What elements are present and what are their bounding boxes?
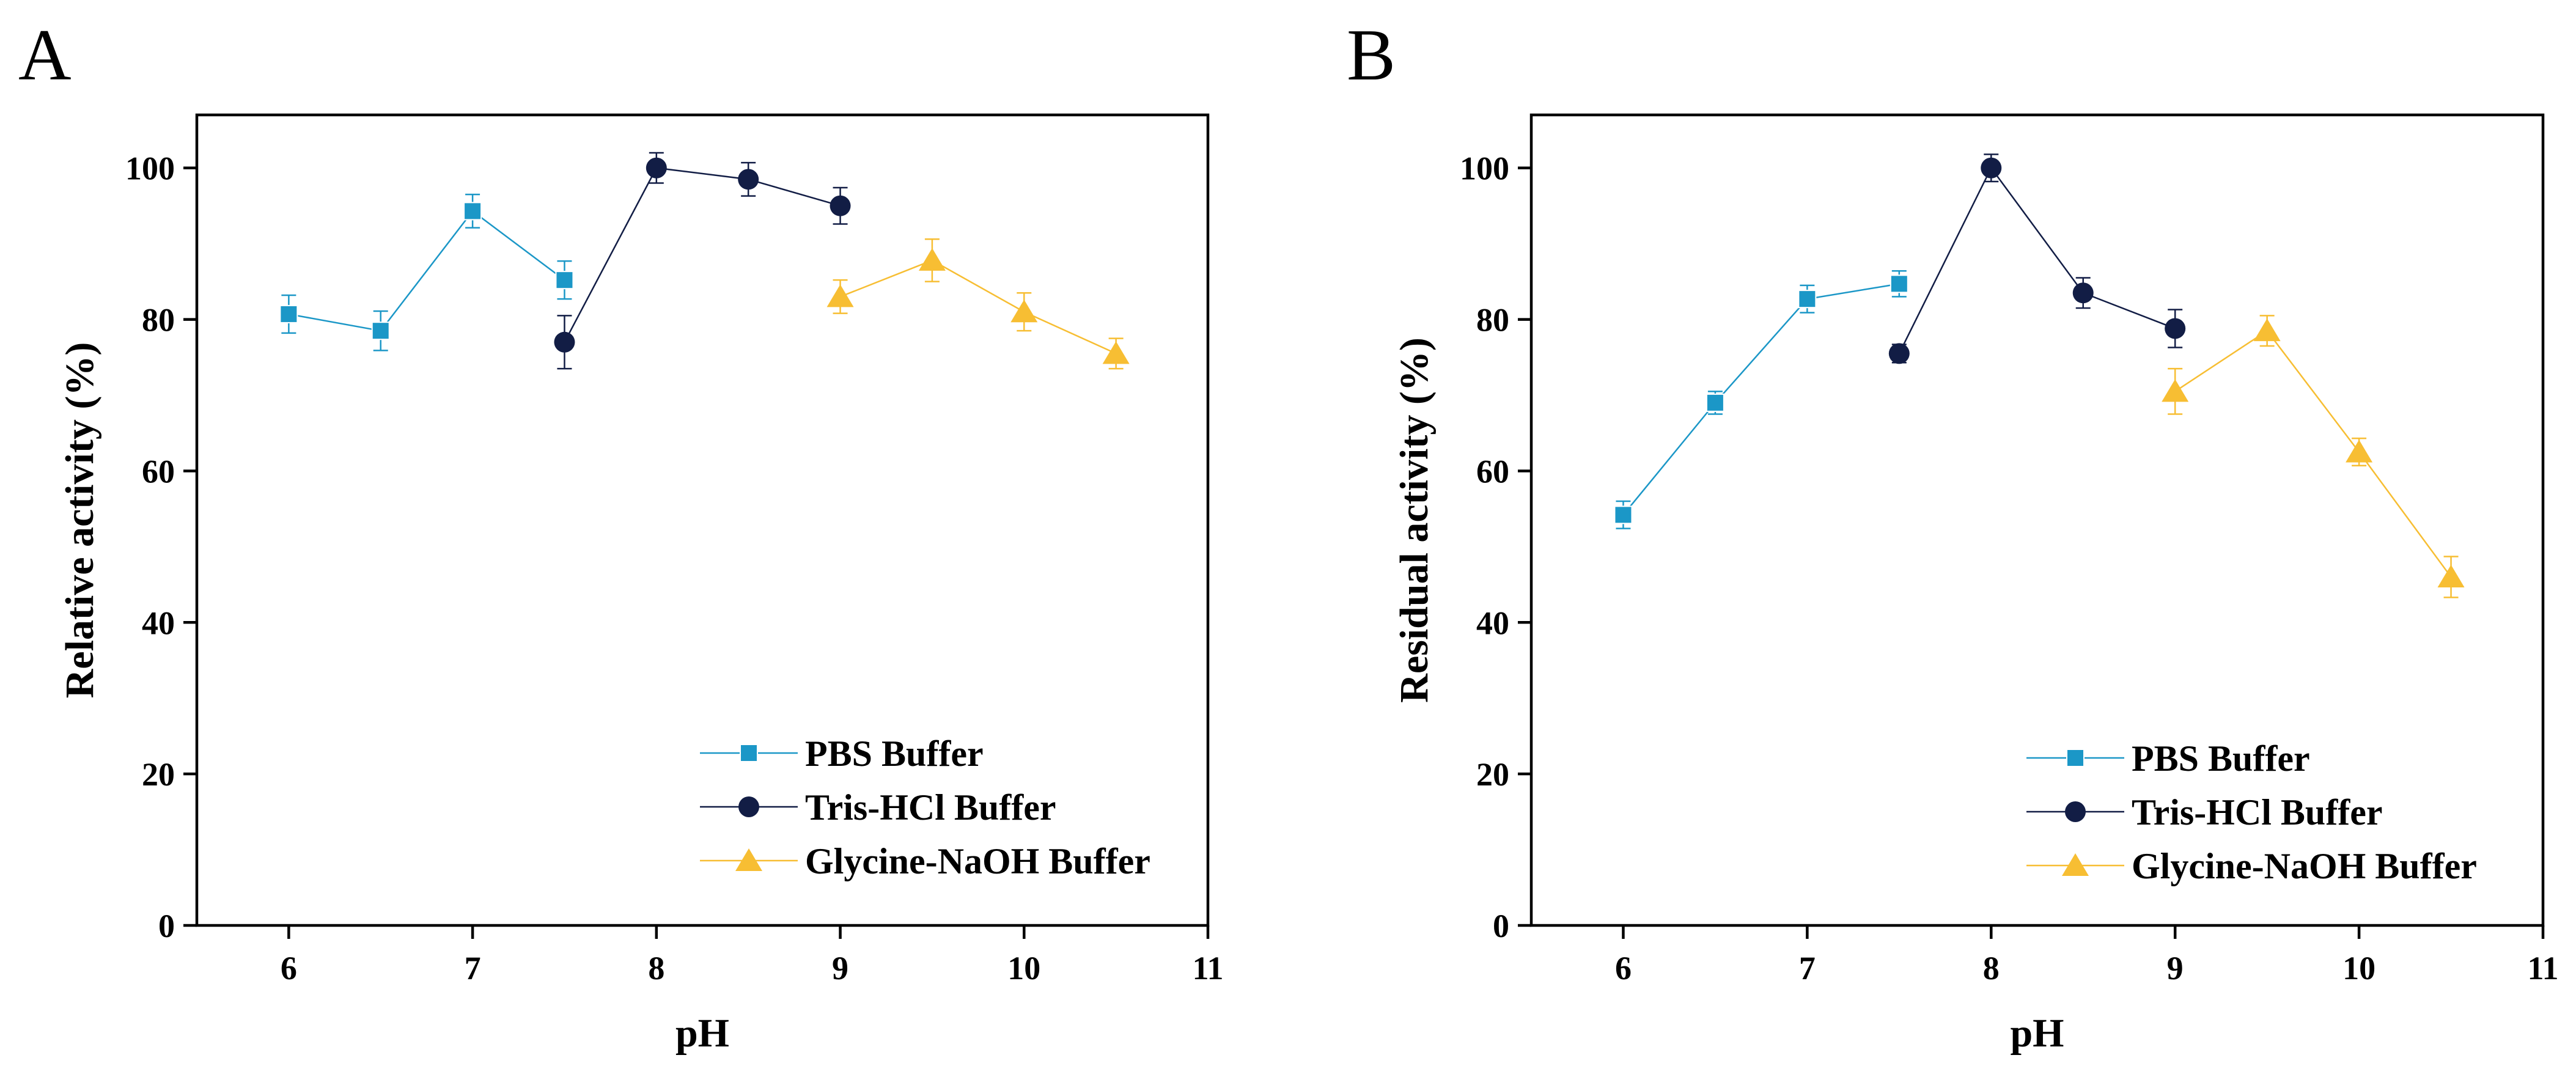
- legend-marker-pbs-buffer: [2066, 749, 2085, 767]
- y-tick-label-a: 20: [142, 756, 175, 793]
- x-tick-label-a: 8: [648, 950, 664, 987]
- data-point-glycine-naoh-buffer: [2346, 439, 2373, 463]
- data-point-glycine-naoh-buffer: [1102, 341, 1130, 364]
- y-tick-label-a: 40: [142, 605, 175, 641]
- data-point-pbs-buffer: [463, 202, 482, 221]
- y-tick-label-b: 80: [1476, 302, 1509, 339]
- y-tick-label-a: 60: [142, 453, 175, 490]
- data-point-glycine-naoh-buffer: [918, 248, 946, 271]
- x-tick-label-b: 10: [2342, 950, 2375, 987]
- legend-marker-glycine-naoh-buffer: [2062, 853, 2089, 876]
- series-line-pbs-buffer: [289, 210, 565, 332]
- x-tick-label-b: 11: [2527, 950, 2558, 987]
- data-point-pbs-buffer: [1706, 393, 1724, 412]
- data-point-glycine-naoh-buffer: [826, 284, 854, 307]
- x-axis-title-b: pH: [2010, 1011, 2064, 1056]
- series-glycine-naoh-buffer-b: [2162, 315, 2465, 598]
- legend-marker-pbs-buffer: [740, 744, 758, 762]
- data-point-pbs-buffer: [555, 271, 574, 290]
- legend-label-tris-hcl-buffer: Tris-HCl Buffer: [2132, 792, 2382, 833]
- legend-label-pbs-buffer: PBS Buffer: [805, 733, 984, 774]
- panel-a: A 6 7 8 9 10 11 0 20 40 60 80 100 pH Relative activity…: [18, 14, 1224, 1056]
- panel-letter-b: B: [1347, 14, 1396, 95]
- legend-label-pbs-buffer: PBS Buffer: [2132, 738, 2310, 779]
- series-line-tris-hcl-buffer: [1898, 166, 2176, 354]
- legend-marker-tris-hcl-buffer: [2065, 801, 2086, 822]
- plot-frame-b: [1529, 113, 2545, 927]
- series-line-glycine-naoh-buffer: [840, 259, 1117, 355]
- series-line-pbs-buffer: [1622, 283, 1900, 516]
- x-axis-title-a: pH: [675, 1011, 729, 1056]
- series-tris-hcl-buffer-a: [554, 152, 851, 370]
- y-tick-label-a: 80: [142, 302, 175, 339]
- legend-label-glycine-naoh-buffer: Glycine-NaOH Buffer: [2132, 846, 2477, 886]
- plot-frame-a: [195, 113, 1210, 927]
- x-tick-label-b: 9: [2167, 950, 2184, 987]
- series-pbs-buffer-a: [279, 193, 574, 351]
- series-line-glycine-naoh-buffer: [2174, 329, 2452, 578]
- panel-b: B 6 7 8 9 10 11 0 20 40 60 80 100 pH Residual activity…: [1347, 14, 2559, 1056]
- data-point-tris-hcl-buffer: [554, 331, 575, 353]
- series-glycine-naoh-buffer-a: [826, 238, 1130, 370]
- data-point-tris-hcl-buffer: [2165, 318, 2186, 339]
- series-line-tris-hcl-buffer: [564, 167, 841, 343]
- data-point-pbs-buffer: [1614, 505, 1633, 524]
- data-point-glycine-naoh-buffer: [2253, 318, 2281, 342]
- legend-marker-tris-hcl-buffer: [738, 796, 759, 817]
- data-point-pbs-buffer: [279, 304, 298, 323]
- data-point-pbs-buffer: [1890, 274, 1908, 293]
- y-tick-label-a: 100: [125, 150, 175, 187]
- y-tick-label-b: 60: [1476, 453, 1509, 490]
- series-pbs-buffer-b: [1614, 270, 1908, 529]
- y-tick-label-a: 0: [158, 908, 175, 944]
- data-point-glycine-naoh-buffer: [1010, 300, 1038, 323]
- x-tick-label-b: 7: [1799, 950, 1816, 987]
- x-tick-label-b: 6: [1615, 950, 1632, 987]
- legend-b: PBS Buffer Tris-HCl Buffer Glycine-NaOH Bu…: [2026, 738, 2477, 886]
- legend-marker-glycine-naoh-buffer: [735, 848, 762, 871]
- y-axis-title-a: Relative activity (%): [57, 342, 102, 699]
- series-tris-hcl-buffer-b: [1888, 153, 2186, 364]
- data-point-tris-hcl-buffer: [738, 169, 759, 190]
- x-tick-label-b: 8: [1983, 950, 2000, 987]
- legend-a: PBS Buffer Tris-HCl Buffer Glycine-NaOH Bu…: [700, 733, 1150, 881]
- legend-label-tris-hcl-buffer: Tris-HCl Buffer: [805, 787, 1056, 828]
- y-tick-label-b: 0: [1493, 908, 1509, 944]
- data-point-pbs-buffer: [371, 322, 390, 340]
- x-tick-label-a: 6: [281, 950, 297, 987]
- data-point-glycine-naoh-buffer: [2162, 379, 2189, 402]
- data-point-glycine-naoh-buffer: [2437, 564, 2465, 587]
- x-tick-label-a: 9: [832, 950, 848, 987]
- panel-letter-a: A: [18, 14, 72, 95]
- legend-label-glycine-naoh-buffer: Glycine-NaOH Buffer: [805, 841, 1150, 881]
- data-point-pbs-buffer: [1798, 290, 1817, 309]
- data-point-tris-hcl-buffer: [830, 195, 851, 216]
- y-tick-label-b: 20: [1476, 756, 1509, 793]
- y-tick-label-b: 40: [1476, 605, 1509, 641]
- x-tick-label-a: 7: [465, 950, 481, 987]
- x-tick-label-a: 11: [1192, 950, 1223, 987]
- y-tick-label-b: 100: [1460, 150, 1509, 187]
- x-tick-label-a: 10: [1007, 950, 1040, 987]
- data-point-tris-hcl-buffer: [1981, 157, 2002, 178]
- data-point-tris-hcl-buffer: [2072, 282, 2094, 304]
- data-point-tris-hcl-buffer: [646, 157, 667, 178]
- y-axis-title-b: Residual activity (%): [1392, 337, 1437, 703]
- data-point-tris-hcl-buffer: [1888, 343, 1910, 364]
